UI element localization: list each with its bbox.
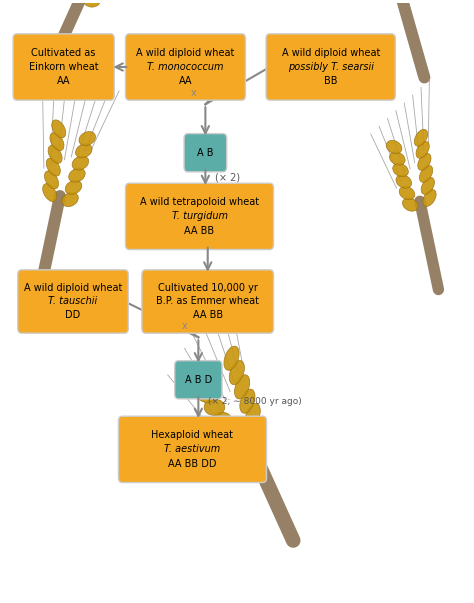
Text: A wild diploid wheat: A wild diploid wheat	[24, 283, 122, 293]
Text: A wild diploid wheat: A wild diploid wheat	[282, 48, 380, 58]
Ellipse shape	[416, 141, 429, 159]
Text: x: x	[191, 89, 197, 98]
Ellipse shape	[386, 140, 402, 154]
FancyBboxPatch shape	[13, 34, 114, 100]
Ellipse shape	[211, 412, 232, 429]
Text: T. tauschii: T. tauschii	[48, 297, 98, 306]
FancyBboxPatch shape	[18, 270, 128, 333]
Text: (× 2; ∼ 8000 yr ago): (× 2; ∼ 8000 yr ago)	[208, 397, 301, 406]
Ellipse shape	[396, 175, 411, 188]
FancyBboxPatch shape	[142, 270, 273, 333]
Text: Cultivated 10,000 yr: Cultivated 10,000 yr	[158, 283, 258, 293]
FancyBboxPatch shape	[184, 134, 227, 172]
Text: possibly T. searsii: possibly T. searsii	[288, 62, 374, 72]
Ellipse shape	[48, 145, 62, 163]
Text: DD: DD	[65, 310, 81, 320]
Ellipse shape	[204, 399, 225, 415]
Ellipse shape	[46, 158, 60, 176]
Ellipse shape	[79, 131, 95, 146]
Ellipse shape	[235, 375, 250, 399]
FancyBboxPatch shape	[266, 34, 395, 100]
Text: (× 2): (× 2)	[215, 172, 240, 183]
Ellipse shape	[62, 192, 78, 207]
Text: AA: AA	[179, 76, 192, 86]
Ellipse shape	[240, 389, 255, 413]
Ellipse shape	[245, 403, 260, 428]
Text: x: x	[182, 321, 187, 332]
FancyBboxPatch shape	[126, 183, 273, 250]
Text: Hexaploid wheat: Hexaploid wheat	[152, 430, 234, 440]
Ellipse shape	[423, 189, 436, 206]
Ellipse shape	[390, 152, 405, 165]
Text: AA BB DD: AA BB DD	[168, 458, 217, 469]
Text: AA: AA	[57, 76, 71, 86]
Ellipse shape	[43, 184, 57, 201]
Text: AA BB: AA BB	[192, 310, 223, 320]
Ellipse shape	[197, 386, 218, 402]
Text: T. aestivum: T. aestivum	[164, 444, 220, 455]
Ellipse shape	[418, 153, 431, 170]
Text: AA BB: AA BB	[184, 226, 215, 236]
FancyBboxPatch shape	[118, 416, 266, 482]
Text: B.P. as Emmer wheat: B.P. as Emmer wheat	[156, 297, 259, 306]
Ellipse shape	[421, 177, 435, 194]
Ellipse shape	[219, 425, 239, 441]
Text: A B D: A B D	[185, 375, 212, 385]
Text: A B: A B	[197, 148, 214, 158]
Ellipse shape	[414, 129, 428, 147]
Ellipse shape	[419, 165, 433, 182]
Text: Cultivated as: Cultivated as	[31, 48, 96, 58]
Ellipse shape	[83, 0, 100, 7]
Ellipse shape	[65, 180, 82, 194]
Ellipse shape	[52, 120, 66, 138]
FancyBboxPatch shape	[175, 361, 222, 399]
Ellipse shape	[224, 346, 239, 370]
Ellipse shape	[250, 418, 265, 442]
Text: T. monococcum: T. monococcum	[147, 62, 224, 72]
Ellipse shape	[225, 438, 246, 455]
Ellipse shape	[393, 163, 408, 177]
Ellipse shape	[69, 168, 85, 182]
Ellipse shape	[50, 133, 64, 151]
FancyBboxPatch shape	[126, 34, 246, 100]
Ellipse shape	[229, 361, 245, 385]
Ellipse shape	[190, 373, 210, 390]
Text: Einkorn wheat: Einkorn wheat	[29, 62, 99, 72]
Text: A wild tetrapoloid wheat: A wild tetrapoloid wheat	[140, 197, 259, 207]
Text: BB: BB	[324, 76, 337, 86]
Ellipse shape	[72, 156, 89, 170]
Ellipse shape	[402, 198, 418, 211]
Ellipse shape	[75, 144, 92, 158]
Ellipse shape	[399, 186, 415, 200]
Text: A wild diploid wheat: A wild diploid wheat	[137, 48, 235, 58]
Text: T. turgidum: T. turgidum	[172, 212, 228, 221]
Ellipse shape	[45, 171, 59, 189]
